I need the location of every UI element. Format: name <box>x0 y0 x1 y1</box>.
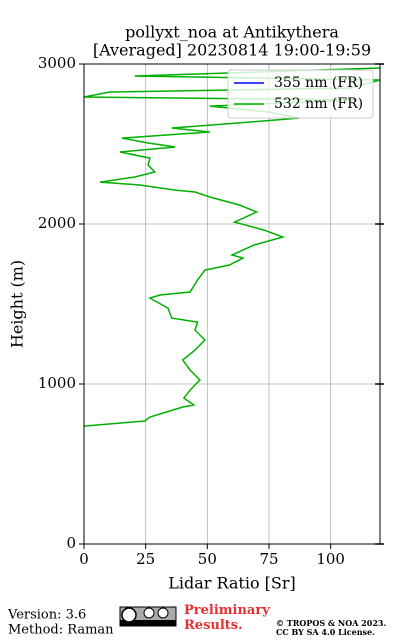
legend-box <box>227 69 374 119</box>
chart-subtitle: [Averaged] 20230814 19:00-19:59 <box>93 41 371 60</box>
legend-label: 532 nm (FR) <box>274 96 363 112</box>
chart-title: pollyxt_noa at Antikythera <box>125 23 339 42</box>
y-tick-label: 1000 <box>38 374 76 392</box>
license: CC BY SA 4.0 License. <box>276 627 375 637</box>
x-tick-label: 25 <box>136 550 155 568</box>
y-tick-label: 0 <box>66 534 76 552</box>
x-axis-label: Lidar Ratio [Sr] <box>168 574 296 593</box>
preliminary-1: Preliminary Results. <box>184 603 270 633</box>
x-tick-label: 0 <box>79 550 89 568</box>
method: Method: Raman <box>8 623 114 638</box>
by-icon <box>143 607 155 619</box>
cc-badge-band <box>120 620 176 626</box>
x-tick-label: 75 <box>259 550 278 568</box>
sa-icon <box>157 607 169 619</box>
y-tick-label: 3000 <box>38 54 76 72</box>
legend-label: 355 nm (FR) <box>274 75 363 91</box>
x-tick-label: 100 <box>316 550 345 568</box>
y-tick-label: 2000 <box>38 214 76 232</box>
version: Version: 3.6 <box>7 608 86 623</box>
legend: 355 nm (FR) 532 nm (FR) <box>227 69 374 119</box>
footer: Version: 3.6 Method: Raman Preliminary Re… <box>7 603 386 638</box>
y-axis-label: Height (m) <box>8 260 27 348</box>
axes-frame <box>83 63 381 545</box>
x-tick-label: 50 <box>198 550 217 568</box>
copyright: © TROPOS & NOA 2023. <box>276 618 386 628</box>
profile-line <box>84 67 380 427</box>
cc-icon <box>121 607 137 623</box>
